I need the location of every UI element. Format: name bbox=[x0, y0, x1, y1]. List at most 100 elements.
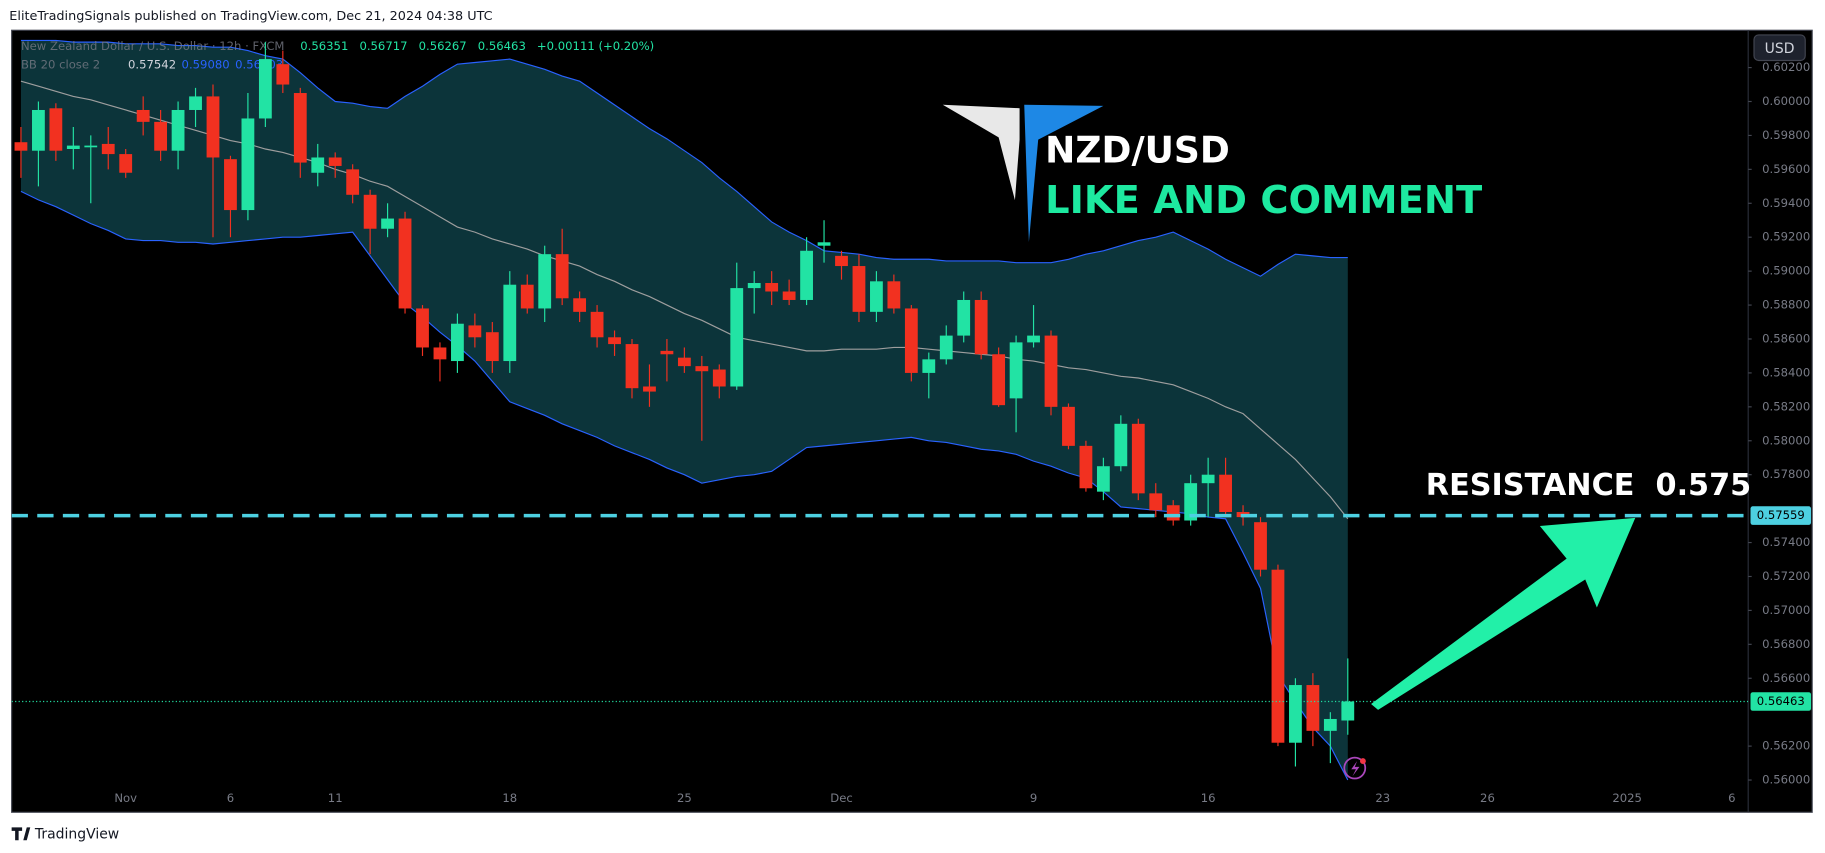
band-fill bbox=[20, 40, 1348, 781]
candle-body bbox=[1271, 569, 1285, 743]
footer-text: TradingView bbox=[34, 826, 119, 842]
logo-white-wing bbox=[942, 104, 1020, 201]
candle-body bbox=[852, 266, 866, 312]
x-tick-label: Dec bbox=[830, 791, 853, 805]
last-price-tag bbox=[1750, 692, 1812, 711]
candle-body bbox=[695, 366, 709, 372]
candle-body bbox=[154, 121, 168, 151]
candle-body bbox=[800, 250, 813, 300]
candle-body bbox=[189, 96, 202, 110]
candle-body bbox=[224, 159, 237, 211]
candles-layer bbox=[14, 42, 1355, 767]
legend-basis: 0.57542 bbox=[128, 58, 176, 72]
currency-button[interactable] bbox=[1753, 34, 1806, 62]
candle-body bbox=[328, 157, 342, 166]
axis-layer: 0.56000 0.56200 0.56600 0.56800 0.57000 0.572… bbox=[114, 60, 1812, 805]
candle-body bbox=[1166, 505, 1180, 521]
up-arrow bbox=[1371, 517, 1636, 710]
candle-body bbox=[939, 335, 953, 360]
candle-body bbox=[643, 386, 656, 392]
candle-body bbox=[276, 64, 290, 85]
logo-subtitle: LIKE AND COMMENT bbox=[1045, 178, 1482, 223]
candle-body bbox=[1254, 522, 1267, 570]
candle-body bbox=[712, 369, 726, 387]
y-tick-label: 0.57800 bbox=[1762, 467, 1810, 481]
x-tick-label: 16 bbox=[1201, 791, 1216, 805]
x-tick-label: 2025 bbox=[1612, 791, 1642, 805]
candle-body bbox=[974, 299, 988, 355]
candle-body bbox=[835, 255, 848, 267]
candle-body bbox=[101, 143, 115, 155]
candle-body bbox=[1044, 335, 1058, 407]
candle-body bbox=[520, 284, 534, 309]
candle-body bbox=[677, 357, 691, 367]
y-tick-label: 0.57200 bbox=[1762, 569, 1810, 583]
y-tick-label: 0.60200 bbox=[1762, 60, 1810, 74]
candle-body bbox=[241, 118, 255, 211]
candle-body bbox=[887, 281, 901, 309]
candle-body bbox=[136, 109, 150, 122]
x-tick-label: 18 bbox=[502, 791, 517, 805]
candle-body bbox=[817, 242, 831, 246]
y-tick-label: 0.59000 bbox=[1762, 264, 1810, 278]
candle-body bbox=[503, 284, 517, 362]
candle-body bbox=[14, 142, 28, 151]
candle-body bbox=[782, 291, 796, 300]
candle-body bbox=[311, 157, 325, 173]
candle-body bbox=[608, 337, 621, 345]
candle-body bbox=[573, 298, 587, 312]
candle-body bbox=[293, 93, 307, 163]
y-tick-label: 0.57400 bbox=[1762, 535, 1810, 549]
candle-body bbox=[904, 308, 918, 373]
candle-body bbox=[992, 354, 1006, 406]
candle-body bbox=[468, 325, 482, 338]
y-tick-label: 0.58400 bbox=[1762, 365, 1810, 379]
x-tick-label: Nov bbox=[114, 791, 137, 805]
candle-body bbox=[258, 59, 272, 119]
candle-body bbox=[1114, 423, 1128, 467]
legend-indicator: BB 20 close 2 bbox=[21, 58, 100, 72]
y-tick-label: 0.60000 bbox=[1762, 94, 1810, 108]
last-price-label: 0.56463 bbox=[1757, 694, 1805, 708]
candle-body bbox=[1184, 483, 1198, 521]
logo-blue-wing bbox=[1024, 104, 1104, 243]
currency-label[interactable]: USD bbox=[1765, 41, 1795, 57]
x-tick-label: 11 bbox=[328, 791, 343, 805]
candle-body bbox=[84, 145, 98, 148]
logo: NZD/USD LIKE AND COMMENT bbox=[942, 104, 1482, 243]
x-tick-label: 6 bbox=[227, 791, 234, 805]
candle-body bbox=[1149, 493, 1163, 511]
y-tick-label: 0.59800 bbox=[1762, 128, 1810, 142]
x-tick-label: 9 bbox=[1030, 791, 1037, 805]
candle-body bbox=[1219, 474, 1232, 513]
candle-body bbox=[346, 169, 360, 195]
candle-body bbox=[206, 96, 220, 158]
candle-body bbox=[1201, 474, 1215, 484]
x-tick-label: 23 bbox=[1375, 791, 1390, 805]
band-lower bbox=[20, 190, 1349, 781]
resistance-tag-label: 0.57559 bbox=[1757, 508, 1805, 522]
candle-body bbox=[1079, 445, 1093, 489]
candle-body bbox=[416, 308, 429, 348]
candle-body bbox=[555, 254, 569, 299]
event-icon-dot bbox=[1360, 758, 1366, 764]
y-tick-label: 0.58800 bbox=[1762, 298, 1810, 312]
y-tick-label: 0.56800 bbox=[1762, 637, 1810, 651]
candle-body bbox=[1027, 335, 1040, 343]
candle-body bbox=[1323, 718, 1337, 731]
candle-body bbox=[765, 283, 779, 292]
y-tick-label: 0.59200 bbox=[1762, 230, 1810, 244]
candle-body bbox=[590, 311, 604, 338]
event-icon-bolt bbox=[1351, 761, 1360, 777]
y-tick-label: 0.58000 bbox=[1762, 433, 1810, 447]
y-tick-label: 0.58600 bbox=[1762, 331, 1810, 345]
y-tick-label: 0.56600 bbox=[1762, 671, 1810, 685]
candle-body bbox=[1289, 685, 1302, 743]
candle-body bbox=[1341, 701, 1355, 721]
y-tick-label: 0.56000 bbox=[1762, 773, 1810, 787]
candle-body bbox=[1096, 466, 1110, 492]
publish-header: EliteTradingSignals published on Trading… bbox=[9, 9, 492, 24]
x-tick-label: 26 bbox=[1480, 791, 1495, 805]
y-tick-label: 0.59400 bbox=[1762, 196, 1810, 210]
